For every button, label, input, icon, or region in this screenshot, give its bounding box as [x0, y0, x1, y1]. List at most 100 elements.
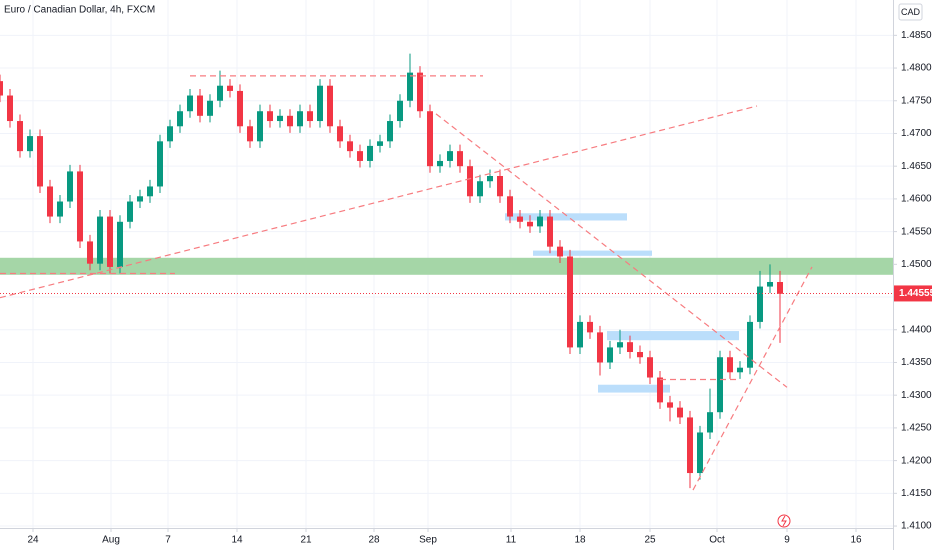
x-tick-label: Aug — [102, 535, 120, 546]
candle-body — [547, 216, 553, 247]
zone — [505, 213, 627, 221]
y-tick-label: 1.46000 — [901, 194, 932, 205]
candle-body — [517, 216, 523, 222]
candle-body — [667, 402, 673, 408]
candle-body — [587, 321, 593, 333]
candle-body — [107, 216, 113, 267]
y-tick-label: 1.47000 — [901, 128, 932, 139]
candle-body — [537, 216, 543, 227]
candle-body — [287, 115, 293, 127]
candle-body — [737, 367, 743, 373]
y-tick-label: 1.48500 — [901, 30, 932, 41]
last-price-label: 1.44555 — [899, 288, 932, 299]
candle-body — [457, 151, 463, 167]
candle-body — [217, 85, 223, 101]
candle-body — [147, 186, 153, 197]
currency-box[interactable] — [898, 3, 923, 21]
candle-body — [377, 141, 383, 146]
y-tick-label: 1.41500 — [901, 488, 932, 499]
candle-body — [627, 342, 633, 352]
y-tick-label: 1.41000 — [901, 521, 932, 532]
zone — [533, 250, 652, 256]
chart-title: Euro / Canadian Dollar, 4h, FXCM — [4, 5, 155, 16]
candle-body — [97, 216, 103, 264]
candle-body — [307, 111, 313, 122]
candle-body — [487, 176, 493, 182]
candle-body — [197, 95, 203, 116]
candle-body — [747, 321, 753, 368]
candle-body — [157, 141, 163, 187]
trend-line — [692, 266, 813, 491]
candle-body — [427, 111, 433, 167]
trend-line — [0, 105, 758, 299]
x-tick-label: 7 — [165, 535, 171, 546]
x-tick-label: 18 — [574, 535, 586, 546]
candle-body — [317, 85, 323, 122]
x-tick-label: 28 — [368, 535, 380, 546]
candle-body — [37, 136, 43, 187]
candle-body — [327, 85, 333, 127]
candle-body — [577, 321, 583, 348]
candle-body — [477, 181, 483, 197]
candle-body — [167, 126, 173, 142]
x-tick-label: 9 — [784, 535, 790, 546]
candle-body — [367, 145, 373, 161]
candle-body — [357, 151, 363, 161]
x-tick-label: 24 — [27, 535, 39, 546]
candle-body — [247, 126, 253, 142]
candle-body — [677, 407, 683, 418]
candle-body — [507, 196, 513, 217]
candle-body — [757, 286, 763, 322]
candle-body — [297, 111, 303, 127]
candle-body — [187, 95, 193, 112]
candle-body — [777, 281, 783, 294]
x-tick-label: 25 — [644, 535, 656, 546]
currency-label: CAD — [901, 7, 921, 17]
candle-body — [257, 111, 263, 142]
y-tick-label: 1.46500 — [901, 161, 932, 172]
x-tick-label: Sep — [419, 535, 437, 546]
candle-body — [687, 417, 693, 474]
candle-body — [727, 357, 733, 373]
candle-body — [617, 342, 623, 348]
y-tick-label: 1.43000 — [901, 390, 932, 401]
y-tick-label: 1.47500 — [901, 95, 932, 106]
candle-body — [237, 90, 243, 127]
candle-body — [387, 121, 393, 142]
candle-body — [607, 347, 613, 363]
x-tick-label: Oct — [709, 535, 725, 546]
candle-body — [207, 100, 213, 116]
candle-body — [117, 221, 123, 267]
candle-body — [717, 357, 723, 413]
events-icon[interactable] — [777, 514, 791, 528]
candle-body — [7, 95, 13, 122]
event-bolt — [781, 515, 787, 527]
plot-area — [0, 0, 893, 528]
candle-body — [527, 221, 533, 227]
candle-body — [397, 100, 403, 122]
candle-body — [337, 126, 343, 142]
candle-body — [657, 377, 663, 403]
candle-body — [277, 115, 283, 122]
candle-body — [767, 281, 773, 287]
candle-body — [67, 171, 73, 202]
candle-body — [47, 186, 53, 217]
candle-body — [0, 81, 3, 96]
x-tick-label: 16 — [850, 535, 862, 546]
candle-body — [27, 136, 33, 152]
y-tick-label: 1.42500 — [901, 423, 932, 434]
trend-line — [435, 113, 788, 388]
candle-body — [567, 256, 573, 348]
candle-body — [267, 111, 273, 122]
x-tick-label: 14 — [231, 535, 243, 546]
candle-body — [347, 141, 353, 152]
y-tick-label: 1.45500 — [901, 226, 932, 237]
candle-body — [177, 111, 183, 127]
y-tick-label: 1.44000 — [901, 324, 932, 335]
candle-body — [87, 241, 93, 264]
x-tick-label: 11 — [506, 535, 517, 546]
candle-body — [557, 246, 563, 257]
candle-body — [707, 412, 713, 433]
